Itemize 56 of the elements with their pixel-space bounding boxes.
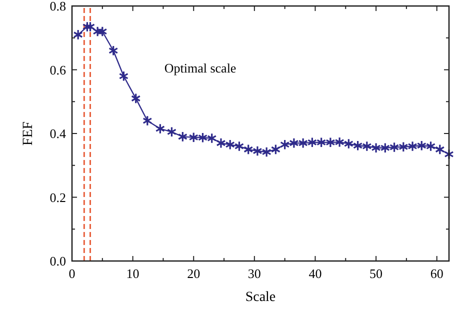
x-tick-label: 10 <box>126 266 140 281</box>
y-tick-label: 0.6 <box>50 62 66 78</box>
point <box>73 29 83 40</box>
point <box>316 136 326 148</box>
point <box>398 141 408 152</box>
point <box>280 139 290 150</box>
point <box>334 136 344 148</box>
point <box>198 132 208 144</box>
point <box>166 126 177 138</box>
point <box>435 144 445 155</box>
point <box>178 131 188 142</box>
y-tick-label: 0.0 <box>50 254 66 268</box>
y-tick-label: 0.4 <box>50 126 66 141</box>
point <box>326 136 336 148</box>
y-tick-label: 0.2 <box>50 190 66 205</box>
point <box>131 93 141 104</box>
x-tick-label: 50 <box>370 266 383 281</box>
point <box>307 136 317 148</box>
point <box>244 144 254 155</box>
point <box>188 132 198 143</box>
annotation: Optimal scale <box>164 60 236 76</box>
point <box>155 123 165 134</box>
x-tick-label: 40 <box>308 266 322 281</box>
point <box>225 139 235 150</box>
point <box>289 138 299 148</box>
point <box>426 140 436 152</box>
point <box>344 138 354 150</box>
point <box>252 146 262 156</box>
point <box>298 138 308 148</box>
point <box>380 142 390 154</box>
y-tick-label: 0.8 <box>50 0 66 14</box>
point <box>118 70 128 82</box>
point <box>85 21 96 32</box>
point <box>234 140 244 152</box>
y-axis-title: FEF <box>21 121 36 146</box>
point <box>207 132 217 144</box>
point <box>142 115 152 126</box>
point <box>98 26 108 37</box>
point <box>408 140 418 152</box>
point <box>416 140 426 152</box>
point <box>362 140 372 152</box>
x-tick-label: 60 <box>430 266 444 281</box>
point <box>371 142 381 154</box>
point <box>82 21 92 32</box>
point <box>444 148 454 160</box>
point <box>270 144 281 155</box>
point <box>262 146 272 158</box>
point <box>216 138 226 148</box>
point <box>389 142 400 153</box>
x-axis-title: Scale <box>245 290 276 305</box>
x-tick-label: 0 <box>68 266 76 281</box>
point <box>92 26 102 37</box>
x-tick-label: 30 <box>248 266 261 281</box>
point <box>108 45 118 56</box>
point <box>352 140 363 152</box>
x-tick-label: 20 <box>187 266 200 281</box>
